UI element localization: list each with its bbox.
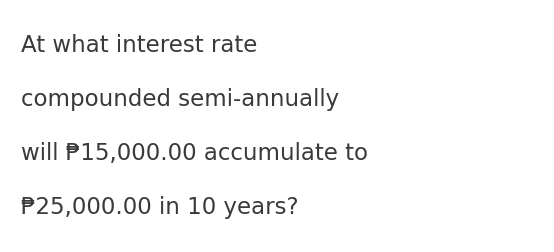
Text: compounded semi-annually: compounded semi-annually bbox=[21, 88, 339, 111]
Text: At what interest rate: At what interest rate bbox=[21, 34, 258, 57]
Text: will ₱15,000.00 accumulate to: will ₱15,000.00 accumulate to bbox=[21, 142, 368, 165]
Text: ₱25,000.00 in 10 years?: ₱25,000.00 in 10 years? bbox=[21, 196, 299, 219]
